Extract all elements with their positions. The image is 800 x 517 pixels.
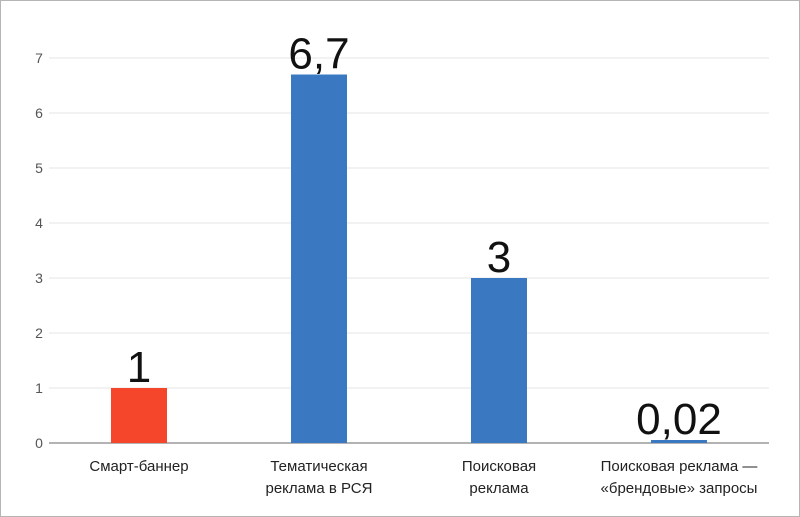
y-tick-label: 4	[35, 215, 43, 231]
x-axis-labels: Смарт-баннер Тематическая реклама в РСЯ Пои…	[89, 458, 757, 497]
x-category-label: Смарт-баннер	[89, 458, 188, 475]
bars	[111, 74, 707, 443]
y-tick-label: 6	[35, 105, 43, 121]
x-category-label: реклама в РСЯ	[266, 480, 373, 497]
y-tick-label: 7	[35, 50, 43, 66]
bar	[471, 278, 527, 443]
bar	[111, 388, 167, 443]
data-label: 6,7	[288, 30, 349, 79]
x-category-label: «брендовые» запросы	[601, 480, 758, 497]
y-tick-label: 2	[35, 325, 43, 341]
data-label: 0,02	[636, 395, 722, 444]
y-tick-label: 0	[35, 435, 43, 451]
data-label: 3	[487, 233, 511, 282]
data-label: 1	[127, 343, 151, 392]
data-labels: 1 6,7 3 0,02	[127, 30, 722, 445]
x-category-label: Поисковая	[462, 458, 536, 475]
grid-lines	[49, 57, 769, 444]
y-tick-label: 1	[35, 380, 43, 396]
bar	[651, 440, 707, 443]
bar	[291, 74, 347, 443]
y-tick-label: 3	[35, 270, 43, 286]
y-tick-label: 5	[35, 160, 43, 176]
y-axis-ticks: 0 1 2 3 4 5 6 7	[35, 50, 43, 451]
x-category-label: Поисковая реклама —	[601, 458, 758, 475]
x-category-label: Тематическая	[270, 458, 367, 475]
x-category-label: реклама	[469, 480, 529, 497]
